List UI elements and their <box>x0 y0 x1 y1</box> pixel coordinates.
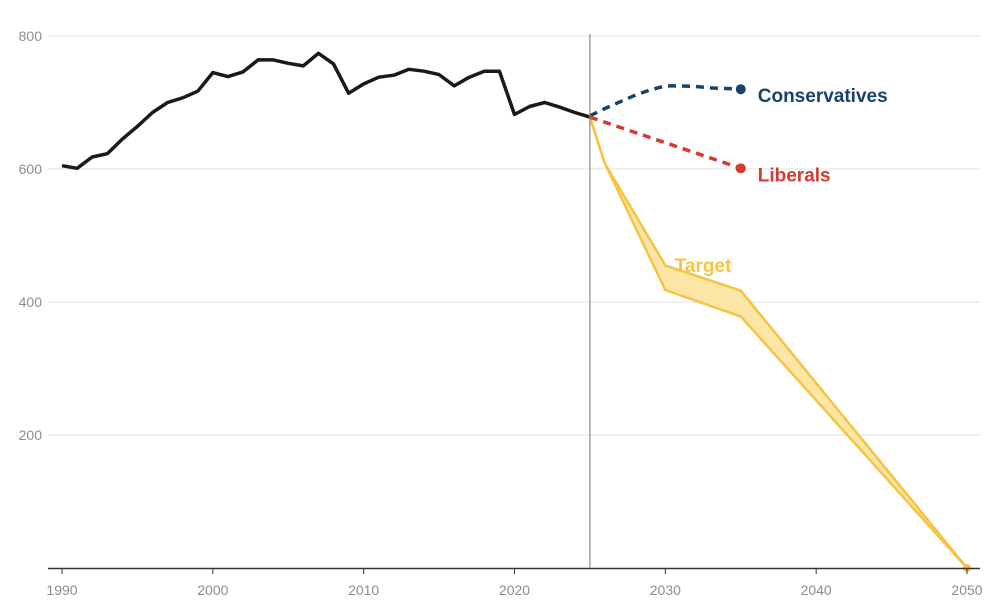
x-tick-label: 2040 <box>801 582 832 598</box>
y-tick-label: 600 <box>19 161 43 177</box>
conservatives-end-marker <box>735 84 746 95</box>
y-tick-label: 200 <box>19 427 43 443</box>
target-label: Target <box>675 256 732 277</box>
conservatives-line <box>589 84 741 118</box>
series-end-markers <box>735 84 746 174</box>
x-tick-label: 2010 <box>348 582 379 598</box>
target-band-fill <box>589 117 967 568</box>
liberals-end-marker <box>735 163 746 174</box>
liberals-label: Liberals <box>758 165 831 186</box>
x-tick-label: 2020 <box>499 582 530 598</box>
target-lower-line <box>588 116 968 569</box>
x-tick-label: 2050 <box>951 582 982 598</box>
liberals-line <box>589 115 742 170</box>
series-lines <box>61 51 742 171</box>
target-band <box>588 116 971 572</box>
x-tick-label: 1990 <box>46 582 77 598</box>
x-tick-label: 2030 <box>650 582 681 598</box>
axes <box>48 34 980 574</box>
x-tick-label: 2000 <box>197 582 228 598</box>
x-tick-labels: 1990 2000 2010 2020 2030 2040 2050 <box>46 582 982 598</box>
y-tick-labels: 200 400 600 800 <box>19 28 43 443</box>
y-tick-label: 400 <box>19 294 43 310</box>
y-gridlines <box>48 35 980 436</box>
y-tick-label: 800 <box>19 28 43 44</box>
historical-line <box>61 51 591 171</box>
conservatives-label: Conservatives <box>758 86 888 107</box>
series-labels: Conservatives Liberals Target <box>675 86 888 277</box>
